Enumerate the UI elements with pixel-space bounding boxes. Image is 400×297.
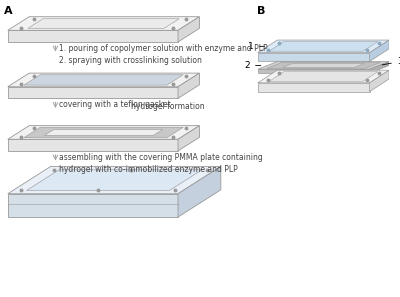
Polygon shape <box>258 83 370 91</box>
Polygon shape <box>258 40 389 53</box>
Text: hydrogel formation: hydrogel formation <box>131 102 205 111</box>
Text: A: A <box>4 6 12 16</box>
Polygon shape <box>266 62 380 69</box>
Polygon shape <box>258 53 370 61</box>
Text: 3: 3 <box>382 57 400 66</box>
Polygon shape <box>370 62 389 73</box>
Text: 1: 1 <box>248 42 265 51</box>
Polygon shape <box>269 72 378 81</box>
Polygon shape <box>258 62 389 69</box>
Polygon shape <box>24 127 183 138</box>
Polygon shape <box>8 167 221 194</box>
Polygon shape <box>26 170 202 190</box>
Polygon shape <box>8 30 178 42</box>
Text: 1. pouring of copolymer solution with enzyme and PLP
2. spraying with crosslinki: 1. pouring of copolymer solution with en… <box>59 44 268 65</box>
Polygon shape <box>8 126 200 139</box>
Polygon shape <box>370 40 389 61</box>
Polygon shape <box>283 64 364 67</box>
Polygon shape <box>8 139 178 151</box>
Polygon shape <box>28 19 179 28</box>
Polygon shape <box>178 17 200 42</box>
Text: covering with a teflon gasket: covering with a teflon gasket <box>59 100 171 109</box>
Polygon shape <box>8 17 200 30</box>
Polygon shape <box>258 69 370 73</box>
Polygon shape <box>258 70 389 83</box>
Polygon shape <box>178 126 200 151</box>
Text: B: B <box>257 6 265 16</box>
Polygon shape <box>8 73 200 87</box>
Polygon shape <box>8 194 178 217</box>
Polygon shape <box>370 70 389 91</box>
Polygon shape <box>178 73 200 98</box>
Polygon shape <box>178 167 221 217</box>
Polygon shape <box>269 42 378 51</box>
Text: assembling with the covering PMMA plate containing
hydrogel with co-immobilized : assembling with the covering PMMA plate … <box>59 153 263 174</box>
Polygon shape <box>44 129 163 135</box>
Polygon shape <box>24 75 183 85</box>
Text: 2: 2 <box>244 61 261 70</box>
Polygon shape <box>8 87 178 98</box>
